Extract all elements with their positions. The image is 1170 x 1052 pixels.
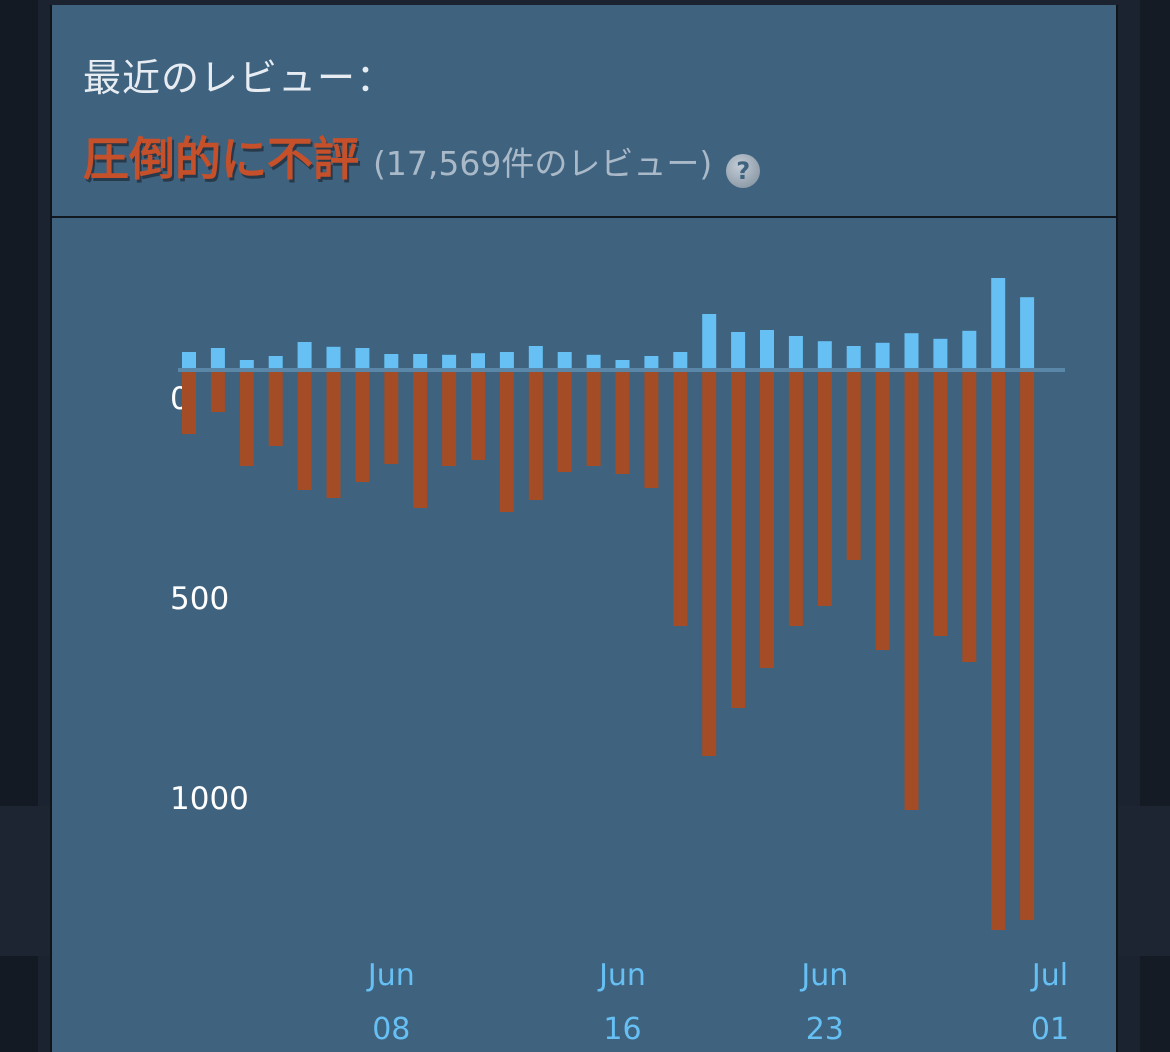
- x-tick-month-label: Jun: [597, 958, 646, 993]
- x-tick-month-label: Jun: [799, 958, 848, 993]
- negative-bar[interactable]: [326, 370, 341, 498]
- positive-bar[interactable]: [268, 356, 283, 370]
- negative-bar[interactable]: [442, 370, 457, 466]
- question-circle-icon[interactable]: ?: [726, 154, 761, 188]
- negative-bar[interactable]: [788, 370, 803, 626]
- review-histogram-panel: 最近のレビュー： 圧倒的に不評 (17,569件のレビュー) ? 0 500 100…: [50, 5, 1118, 1052]
- x-tick-month-label: Jul: [1030, 958, 1068, 993]
- negative-bar[interactable]: [239, 370, 254, 466]
- positive-bar[interactable]: [528, 346, 543, 370]
- negative-bar[interactable]: [384, 370, 399, 464]
- negative-bar[interactable]: [731, 370, 746, 708]
- positive-bar[interactable]: [644, 356, 659, 370]
- positive-bar[interactable]: [182, 352, 196, 370]
- positive-bar[interactable]: [933, 338, 948, 370]
- positive-bar[interactable]: [731, 332, 746, 370]
- negative-bar[interactable]: [499, 370, 514, 512]
- y-tick-label: 1000: [170, 781, 249, 817]
- positive-bar[interactable]: [326, 346, 341, 370]
- header-divider: [52, 216, 1116, 218]
- positive-bar[interactable]: [239, 360, 254, 370]
- negative-bar[interactable]: [673, 370, 688, 626]
- positive-bar[interactable]: [875, 342, 890, 370]
- positive-bar[interactable]: [788, 336, 803, 370]
- x-tick-day-label: 08: [372, 1012, 410, 1047]
- negative-bar[interactable]: [644, 370, 659, 488]
- reviews-header: 最近のレビュー： 圧倒的に不評 (17,569件のレビュー) ?: [52, 5, 1116, 217]
- positive-bar[interactable]: [413, 354, 428, 370]
- negative-bar[interactable]: [991, 370, 1006, 930]
- negative-bar[interactable]: [760, 370, 774, 668]
- positive-bar[interactable]: [702, 314, 717, 370]
- review-summary-rating[interactable]: 圧倒的に不評: [83, 132, 359, 186]
- positive-bar[interactable]: [846, 346, 861, 370]
- negative-bar[interactable]: [471, 370, 485, 460]
- positive-bar[interactable]: [962, 330, 977, 370]
- negative-bar[interactable]: [933, 370, 948, 636]
- negative-bar[interactable]: [904, 370, 919, 810]
- x-axis-ticks: Jun 08 Jun 16 Jun 23 Jul 01: [366, 958, 1069, 1047]
- x-tick-day-label: 16: [603, 1012, 641, 1047]
- positive-bar[interactable]: [673, 352, 688, 370]
- negative-bar[interactable]: [817, 370, 832, 606]
- positive-bar[interactable]: [355, 348, 370, 370]
- negative-bar[interactable]: [182, 370, 196, 434]
- negative-bar[interactable]: [268, 370, 283, 446]
- positive-bar[interactable]: [384, 354, 399, 370]
- x-tick-day-label: 01: [1031, 1012, 1069, 1047]
- y-tick-label: 500: [170, 581, 229, 617]
- positive-bar[interactable]: [991, 278, 1006, 370]
- x-tick-month-label: Jun: [366, 958, 415, 993]
- positive-bar[interactable]: [557, 352, 572, 370]
- negative-bar[interactable]: [210, 370, 225, 412]
- positive-bar[interactable]: [586, 354, 601, 370]
- negative-bar[interactable]: [702, 370, 717, 756]
- negative-bar[interactable]: [413, 370, 428, 508]
- recent-reviews-label: 最近のレビュー：: [83, 56, 396, 100]
- negative-bar[interactable]: [875, 370, 890, 650]
- review-count: (17,569件のレビュー): [373, 144, 713, 183]
- x-tick-day-label: 23: [806, 1012, 844, 1047]
- positive-bar[interactable]: [442, 354, 457, 370]
- negative-bar[interactable]: [586, 370, 601, 466]
- negative-bar[interactable]: [1020, 370, 1035, 920]
- negative-bar[interactable]: [355, 370, 370, 482]
- negative-bar[interactable]: [528, 370, 543, 500]
- positive-bar[interactable]: [760, 330, 774, 370]
- positive-bar[interactable]: [471, 353, 485, 370]
- positive-bar[interactable]: [817, 341, 832, 370]
- negative-bar[interactable]: [557, 370, 572, 472]
- positive-bar[interactable]: [297, 342, 312, 370]
- positive-bar[interactable]: [1020, 297, 1035, 370]
- positive-bar[interactable]: [904, 333, 919, 370]
- negative-bar[interactable]: [962, 370, 977, 662]
- positive-bar[interactable]: [499, 352, 514, 370]
- negative-bar[interactable]: [615, 370, 630, 474]
- positive-bar[interactable]: [615, 360, 630, 370]
- positive-bar[interactable]: [210, 348, 225, 370]
- bar-layer: [182, 278, 1035, 930]
- negative-bar[interactable]: [846, 370, 861, 560]
- review-summary-row: 圧倒的に不評 (17,569件のレビュー) ?: [83, 123, 761, 189]
- negative-bar[interactable]: [297, 370, 312, 490]
